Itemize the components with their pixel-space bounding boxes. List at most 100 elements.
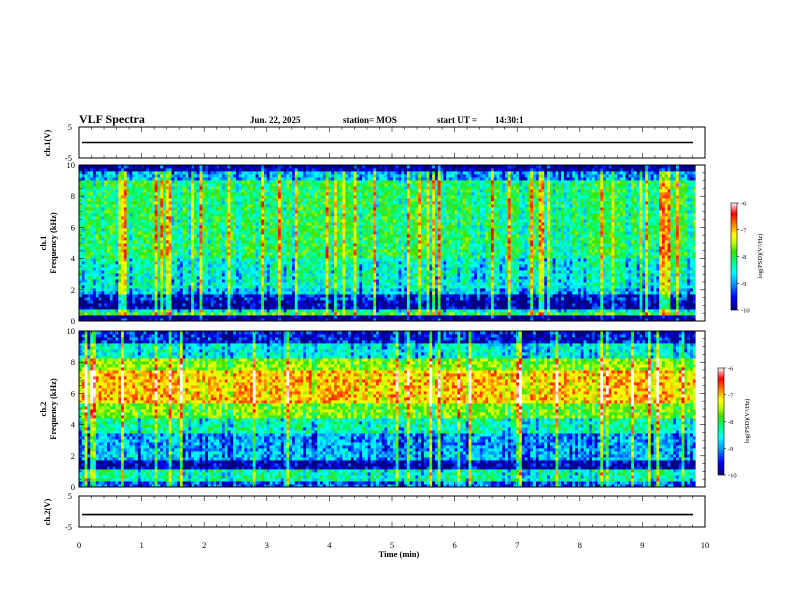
spectrogram-cell [244, 294, 248, 298]
spectrogram-cell [684, 258, 688, 262]
spectrogram-cell [143, 279, 147, 283]
spectrogram-cell [306, 312, 310, 316]
spectrogram-cell [202, 303, 206, 307]
spectrogram-cell [597, 315, 601, 319]
spectrogram-cell [631, 258, 635, 262]
spectrogram-cell [317, 273, 321, 277]
spectrogram-cell [446, 267, 450, 271]
spectrogram-cell [594, 282, 598, 286]
spectrogram-cell [193, 273, 198, 277]
spectrogram-cell [210, 312, 214, 316]
spectrogram-cell [289, 306, 293, 310]
spectrogram-cell [384, 288, 388, 292]
spectrogram-cell [143, 297, 147, 301]
spectrogram-cell [597, 279, 601, 283]
spectrogram-cell [493, 288, 498, 292]
spectrogram-cell [633, 309, 638, 313]
spectrogram-cell [639, 285, 643, 289]
spectrogram-cell [87, 261, 91, 265]
spectrogram-cell [645, 300, 649, 304]
spectrogram-cell [294, 288, 299, 292]
spectrogram-cell [633, 303, 638, 307]
spectrogram-cell [446, 291, 450, 295]
spectrogram-cell [95, 261, 100, 265]
spectrogram-cell [555, 294, 559, 298]
spectrogram-cell [376, 261, 380, 265]
spectrogram-cell [600, 273, 604, 277]
spectrogram-cell [519, 297, 523, 301]
spectrogram-cell [451, 282, 455, 286]
spectrogram-cell [263, 279, 268, 283]
spectrogram-cell [392, 270, 397, 274]
spectrogram-cell [462, 258, 467, 262]
spectrogram-cell [191, 309, 195, 313]
spectrogram-cell [171, 297, 175, 301]
spectrogram-cell [673, 276, 677, 280]
spectrogram-cell [384, 264, 388, 268]
spectrogram-cell [314, 279, 318, 283]
spectrogram-cell [589, 297, 593, 301]
spectrogram-cell [653, 300, 657, 304]
spectrogram-cell [334, 291, 338, 295]
spectrogram-cell [266, 300, 270, 304]
spectrogram-cell [622, 294, 626, 298]
spectrogram-cell [109, 306, 114, 310]
spectrogram-cell [409, 318, 413, 322]
spectrogram-cell [412, 279, 416, 283]
spectrogram-cell [420, 276, 425, 280]
spectrogram-cell [395, 312, 399, 316]
spectrogram-cell [412, 276, 416, 280]
spectrogram-cell [336, 255, 341, 259]
spectrogram-cell [426, 297, 430, 301]
spectrogram-cell [423, 318, 427, 322]
spectrogram-cell [179, 285, 184, 289]
spectrogram-cell [219, 258, 223, 262]
spectrogram-cell [221, 255, 226, 259]
spectrogram-cell [174, 306, 178, 310]
spectrogram-cell [555, 279, 559, 283]
spectrogram-cell [575, 297, 579, 301]
spectrogram-cell [107, 315, 111, 319]
spectrogram-cell [563, 303, 568, 307]
spectrogram-cell [572, 255, 576, 259]
spectrogram-cell [300, 270, 304, 274]
spectrogram-cell [502, 267, 506, 271]
spectrogram-cell [320, 288, 324, 292]
spectrogram-cell [499, 270, 503, 274]
spectrogram-cell [219, 312, 223, 316]
spectrogram-cell [577, 279, 582, 283]
spectrogram-cell [580, 303, 584, 307]
spectrogram-cell [675, 312, 680, 316]
spectrogram-cell [367, 294, 371, 298]
spectrogram-cell [121, 267, 125, 271]
spectrogram-cell [308, 291, 313, 295]
spectrogram-cell [507, 267, 512, 271]
spectrogram-cell [129, 318, 133, 322]
spectrogram-cell [533, 261, 537, 265]
spectrogram-cell [521, 267, 526, 271]
spectrogram-cell [687, 273, 691, 277]
spectrogram-cell [656, 300, 660, 304]
spectrogram-cell [255, 258, 259, 262]
spectrogram-cell [628, 270, 632, 274]
spectrogram-cell [465, 315, 469, 319]
spectrogram-cell [171, 318, 175, 322]
spectrogram-cell [79, 312, 83, 316]
spectrogram-cell [322, 267, 327, 271]
spectrogram-cell [617, 294, 621, 298]
spectrogram-cell [297, 255, 301, 259]
spectrogram-cell [137, 279, 142, 283]
spectrogram-cell [535, 264, 540, 268]
spectrogram-cell [510, 294, 514, 298]
spectrogram-cell [109, 294, 114, 298]
spectrogram-cell [684, 309, 688, 313]
spectrogram-cell [398, 273, 402, 277]
spectrogram-cell [633, 267, 638, 271]
spectrogram-cell [507, 273, 512, 277]
spectrogram-cell [429, 312, 433, 316]
spectrogram-cell [261, 267, 265, 271]
spectrogram-cell [112, 252, 116, 256]
spectrogram-cell [479, 288, 483, 292]
spectrogram-cell [589, 303, 593, 307]
spectrogram-cell [572, 318, 576, 322]
